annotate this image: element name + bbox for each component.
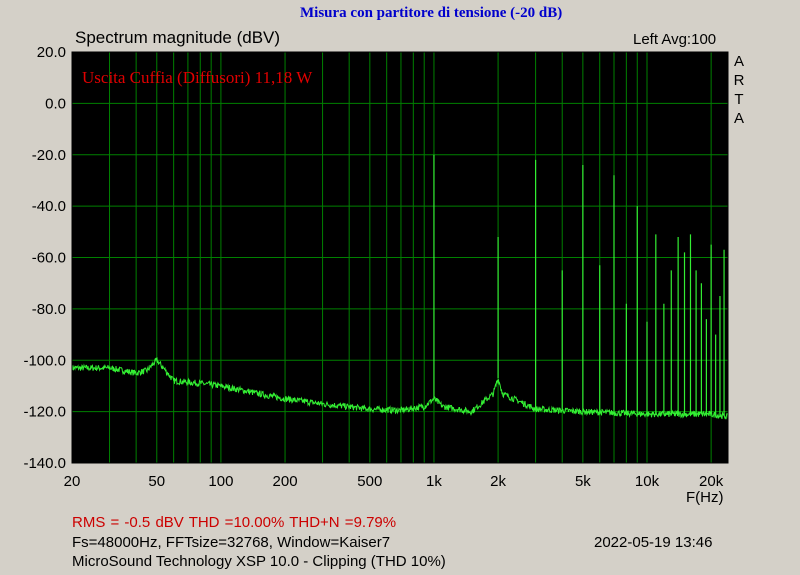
x-tick-label: 50 [148, 473, 165, 490]
x-tick-label: 1k [426, 473, 442, 490]
channel-avg-label: Left Avg:100 [633, 31, 717, 48]
brand-letter: A [733, 53, 744, 70]
harmonic-peaks [433, 154, 725, 417]
spectrum-noise-trace [71, 357, 729, 420]
software-caption: MicroSound Technology XSP 10.0 - Clippin… [72, 553, 446, 570]
y-tick-label: -60.0 [32, 250, 66, 267]
y-axis-ticks: 20.0 0.0 -20.0 -40.0 -60.0 -80.0 -100.0 -120.0 -… [23, 44, 66, 472]
y-tick-label: 0.0 [45, 95, 66, 112]
y-tick-label: -20.0 [32, 147, 66, 164]
x-tick-label: 200 [273, 473, 298, 490]
x-tick-label: 10k [635, 473, 660, 490]
y-tick-label: -120.0 [23, 404, 66, 421]
y-tick-label: -80.0 [32, 301, 66, 318]
measurement-banner: Misura con partitore di tensione (-20 dB… [300, 5, 563, 21]
brand-vertical: A R T A [733, 52, 745, 128]
x-tick-label: 5k [575, 473, 591, 490]
brand-letter: T [734, 91, 744, 108]
brand-letter: R [733, 72, 745, 89]
x-tick-label: 20 [64, 473, 81, 490]
x-tick-label: 500 [357, 473, 382, 490]
y-tick-label: 20.0 [37, 44, 66, 61]
plot-frame [71, 51, 729, 464]
x-tick-label: 20k [699, 473, 724, 490]
x-axis-label: F(Hz) [686, 489, 724, 506]
brand-letter: A [733, 110, 744, 127]
x-tick-label: 2k [490, 473, 506, 490]
x-axis-ticks: 20 50 100 200 500 1k 2k 5k 10k 20k [64, 473, 724, 490]
measurement-stats: RMS = -0.5 dBV THD =10.00% THD+N =9.79% [72, 514, 397, 531]
fft-parameters: Fs=48000Hz, FFTsize=32768, Window=Kaiser… [72, 534, 391, 551]
chart-annotation: Uscita Cuffia (Diffusori) 11,18 W [82, 68, 313, 87]
x-tick-label: 100 [208, 473, 233, 490]
timestamp: 2022-05-19 13:46 [594, 534, 713, 551]
chart-title: Spectrum magnitude (dBV) [75, 28, 281, 47]
y-tick-label: -40.0 [32, 198, 66, 215]
y-tick-label: -140.0 [23, 455, 66, 472]
y-tick-label: -100.0 [23, 352, 66, 369]
